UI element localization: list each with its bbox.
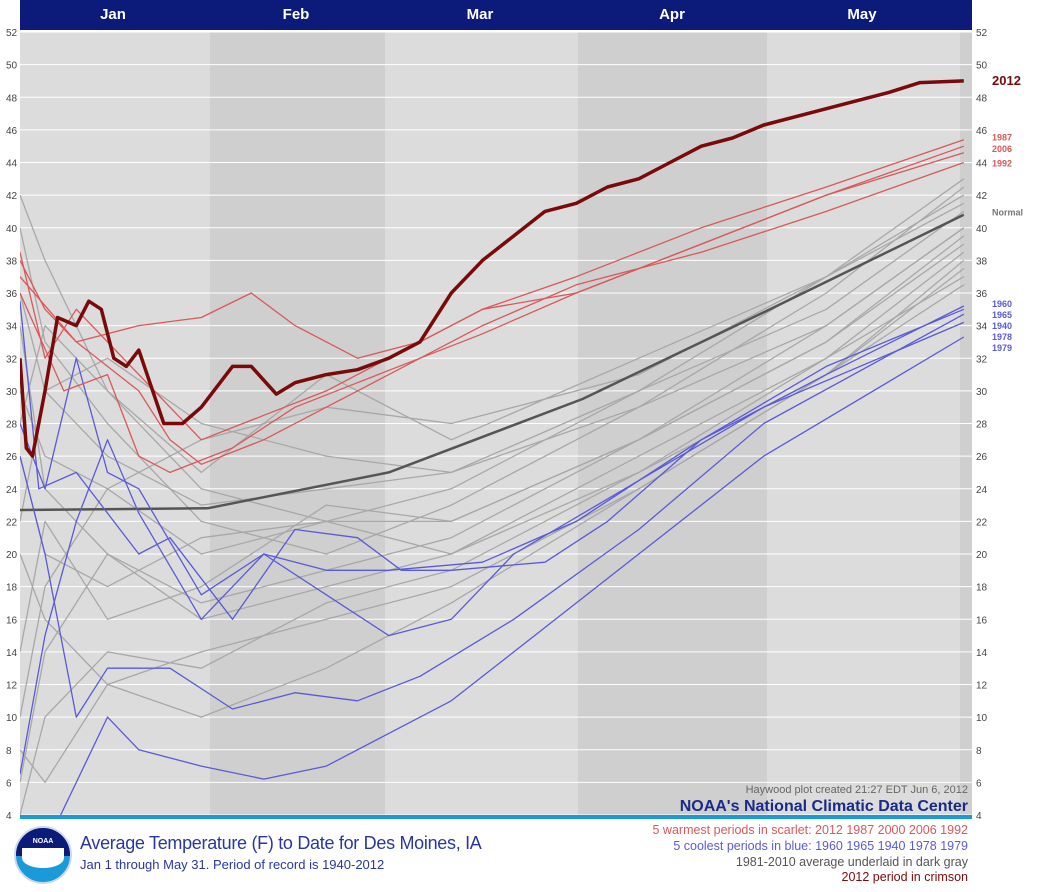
y-tick-right: 16 (976, 615, 988, 626)
y-tick-left: 38 (6, 256, 18, 267)
y-tick-left: 36 (6, 289, 18, 300)
y-tick-right: 48 (976, 93, 988, 104)
end-label-1987: 1987 (992, 132, 1012, 142)
y-tick-left: 8 (6, 746, 12, 757)
y-tick-right: 24 (976, 485, 988, 496)
end-label-Normal: Normal (992, 207, 1023, 217)
series-line-gray (20, 284, 965, 784)
chart-title: Average Temperature (F) to Date for Des … (80, 833, 482, 853)
noaa-logo: NOAA (14, 826, 72, 884)
end-label-1979: 1979 (992, 343, 1012, 353)
y-tick-right: 20 (976, 550, 988, 561)
y-tick-right: 6 (976, 778, 982, 789)
chart-subtitle: Jan 1 through May 31. Period of record i… (80, 857, 385, 872)
y-tick-right: 42 (976, 191, 988, 202)
end-label-1992: 1992 (992, 159, 1012, 169)
y-tick-right: 4 (976, 811, 982, 822)
month-label-Jan: Jan (100, 6, 126, 23)
y-tick-right: 32 (976, 354, 988, 365)
y-tick-left: 4 (6, 811, 12, 822)
y-tick-right: 38 (976, 256, 988, 267)
series-line-1978 (20, 321, 965, 775)
y-tick-left: 28 (6, 420, 18, 431)
legend-average: 1981-2010 average underlaid in dark gray (735, 855, 968, 869)
y-tick-left: 12 (6, 681, 18, 692)
series-line-1979 (20, 336, 965, 815)
y-tick-right: 26 (976, 452, 988, 463)
credit-text: Haywood plot created 21:27 EDT Jun 6, 20… (746, 784, 968, 796)
source-text: NOAA's National Climatic Data Center (680, 798, 968, 815)
y-tick-right: 52 (976, 28, 988, 39)
y-tick-right: 28 (976, 420, 988, 431)
month-label-Apr: Apr (659, 6, 685, 23)
y-tick-left: 48 (6, 93, 18, 104)
y-tick-left: 40 (6, 224, 18, 235)
series-line-gray (20, 186, 965, 555)
y-tick-left: 18 (6, 583, 18, 594)
end-label-1960: 1960 (992, 299, 1012, 309)
end-label-1940: 1940 (992, 321, 1012, 331)
y-tick-left: 20 (6, 550, 18, 561)
end-label-2012: 2012 (992, 73, 1021, 88)
month-label-Mar: Mar (466, 6, 494, 23)
y-tick-right: 12 (976, 681, 988, 692)
bottom-rule (20, 815, 972, 819)
y-tick-left: 22 (6, 517, 18, 528)
series-line-1960 (20, 301, 965, 620)
y-tick-right: 30 (976, 387, 988, 398)
y-tick-right: 18 (976, 583, 988, 594)
y-tick-right: 36 (976, 289, 988, 300)
series-line-1987 (20, 139, 965, 359)
y-tick-right: 8 (976, 746, 982, 757)
y-tick-left: 10 (6, 713, 18, 724)
series-line-gray (20, 243, 965, 653)
series-line-gray (20, 210, 965, 522)
y-tick-left: 26 (6, 452, 18, 463)
y-tick-left: 44 (6, 159, 18, 170)
end-label-2006: 2006 (992, 144, 1012, 154)
series-line-1940 (20, 313, 965, 718)
y-tick-left: 42 (6, 191, 18, 202)
legend-coolest: 5 coolest periods in blue: 1960 1965 194… (673, 839, 968, 853)
series-line-2000 (20, 152, 964, 474)
y-tick-left: 52 (6, 28, 18, 39)
legend-warmest: 5 warmest periods in scarlet: 2012 1987 … (652, 823, 969, 837)
end-label-1978: 1978 (992, 332, 1012, 342)
series-line-gray (20, 227, 965, 474)
legend-2012: 2012 period in crimson (841, 870, 968, 884)
y-tick-left: 50 (6, 61, 18, 72)
month-label-Feb: Feb (282, 6, 310, 23)
y-tick-right: 22 (976, 517, 988, 528)
y-tick-right: 50 (976, 61, 988, 72)
y-tick-right: 14 (976, 648, 988, 659)
series-line-gray (20, 276, 965, 588)
series-line-normal (20, 213, 965, 512)
series-line-1965 (20, 308, 965, 596)
y-tick-right: 40 (976, 224, 988, 235)
end-label-1965: 1965 (992, 310, 1012, 320)
y-tick-left: 46 (6, 126, 18, 137)
y-tick-left: 32 (6, 354, 18, 365)
y-tick-right: 46 (976, 126, 988, 137)
month-label-May: May (847, 6, 877, 23)
y-tick-right: 44 (976, 159, 988, 170)
month-header: Jan Feb Mar Apr May (20, 0, 972, 30)
y-tick-left: 24 (6, 485, 18, 496)
series-line-2012 (20, 79, 964, 458)
y-tick-left: 34 (6, 322, 18, 333)
series-line-1992 (20, 161, 965, 465)
y-tick-left: 6 (6, 778, 12, 789)
y-tick-left: 30 (6, 387, 18, 398)
y-tick-right: 34 (976, 322, 988, 333)
y-tick-right: 10 (976, 713, 988, 724)
y-tick-left: 16 (6, 615, 18, 626)
y-tick-left: 14 (6, 648, 18, 659)
